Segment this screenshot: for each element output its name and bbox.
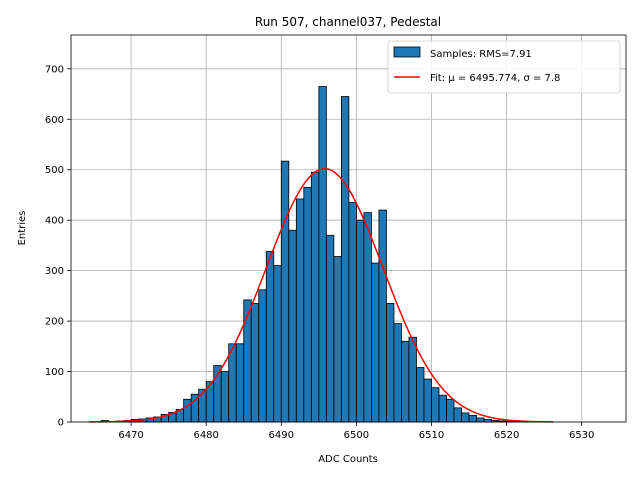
histogram-bar	[461, 412, 470, 423]
x-tick-label: 6520	[494, 430, 519, 441]
histogram-bar	[228, 343, 237, 423]
histogram-bar	[310, 171, 320, 423]
histogram-bar	[348, 202, 357, 423]
y-tick-label: 600	[45, 115, 64, 126]
histogram-bar	[453, 407, 462, 423]
x-tick-label: 6530	[569, 430, 594, 441]
histogram-bar	[333, 256, 342, 423]
legend-label-samples: Samples: RMS=7.91	[430, 49, 532, 60]
histogram-bar	[386, 303, 395, 423]
histogram-bar	[408, 336, 417, 423]
y-tick-label: 400	[45, 216, 64, 227]
histogram-bar	[393, 323, 402, 423]
histogram-bar	[438, 394, 447, 423]
histogram-bar	[295, 198, 305, 423]
x-axis-label: ADC Counts	[318, 454, 378, 465]
histogram-bar	[416, 367, 425, 423]
fit-curve	[89, 167, 554, 423]
histogram-bar	[265, 251, 275, 423]
legend-label-fit: Fit: μ = 6495.774, σ = 7.8	[430, 73, 560, 84]
histogram-bar	[446, 398, 455, 423]
histogram-bar	[363, 212, 372, 423]
histogram-bar	[183, 398, 192, 423]
y-tick-label: 500	[45, 165, 64, 176]
histogram-bar	[371, 262, 380, 423]
axis-ticks: 6470 6480 6490 6500 6510 6520 6530 0 100 200 300 40…	[45, 64, 595, 441]
y-tick-label: 200	[45, 317, 64, 328]
chart-title: Run 507, channel037, Pedestal	[255, 15, 441, 29]
histogram-bar	[288, 229, 297, 423]
legend-swatch-samples	[393, 46, 421, 58]
histogram-bar	[258, 289, 267, 423]
histogram-bar	[235, 343, 245, 423]
x-tick-label: 6500	[344, 430, 369, 441]
histogram-bar	[401, 340, 410, 423]
y-tick-label: 100	[45, 367, 64, 378]
histogram-bar	[476, 417, 485, 423]
legend-box	[387, 40, 621, 94]
y-tick-label: 300	[45, 266, 64, 277]
histogram-bar	[273, 265, 282, 423]
histogram-bar	[325, 234, 335, 423]
histogram-bar	[243, 299, 252, 423]
legend: Samples: RMS=7.91 Fit: μ = 6495.774, σ =…	[387, 40, 621, 94]
histogram-bar	[280, 160, 290, 423]
y-tick-label: 700	[45, 64, 64, 75]
histogram-bar	[468, 415, 477, 423]
histogram-bar	[431, 387, 440, 423]
histogram-bar	[303, 186, 312, 423]
histogram-bar	[340, 96, 350, 423]
histogram-bar	[423, 378, 432, 423]
x-tick-label: 6490	[269, 430, 294, 441]
plot-frame	[70, 34, 627, 423]
y-tick-label: 0	[58, 418, 64, 429]
x-tick-label: 6510	[419, 430, 444, 441]
histogram-bar	[318, 86, 327, 423]
y-axis-label: Entries	[17, 211, 28, 246]
histogram-bar	[355, 219, 365, 423]
x-tick-label: 6480	[193, 430, 218, 441]
histogram-bar	[250, 303, 260, 423]
histogram-bar	[220, 371, 230, 423]
histogram-bar	[378, 209, 387, 423]
x-tick-label: 6470	[118, 430, 143, 441]
